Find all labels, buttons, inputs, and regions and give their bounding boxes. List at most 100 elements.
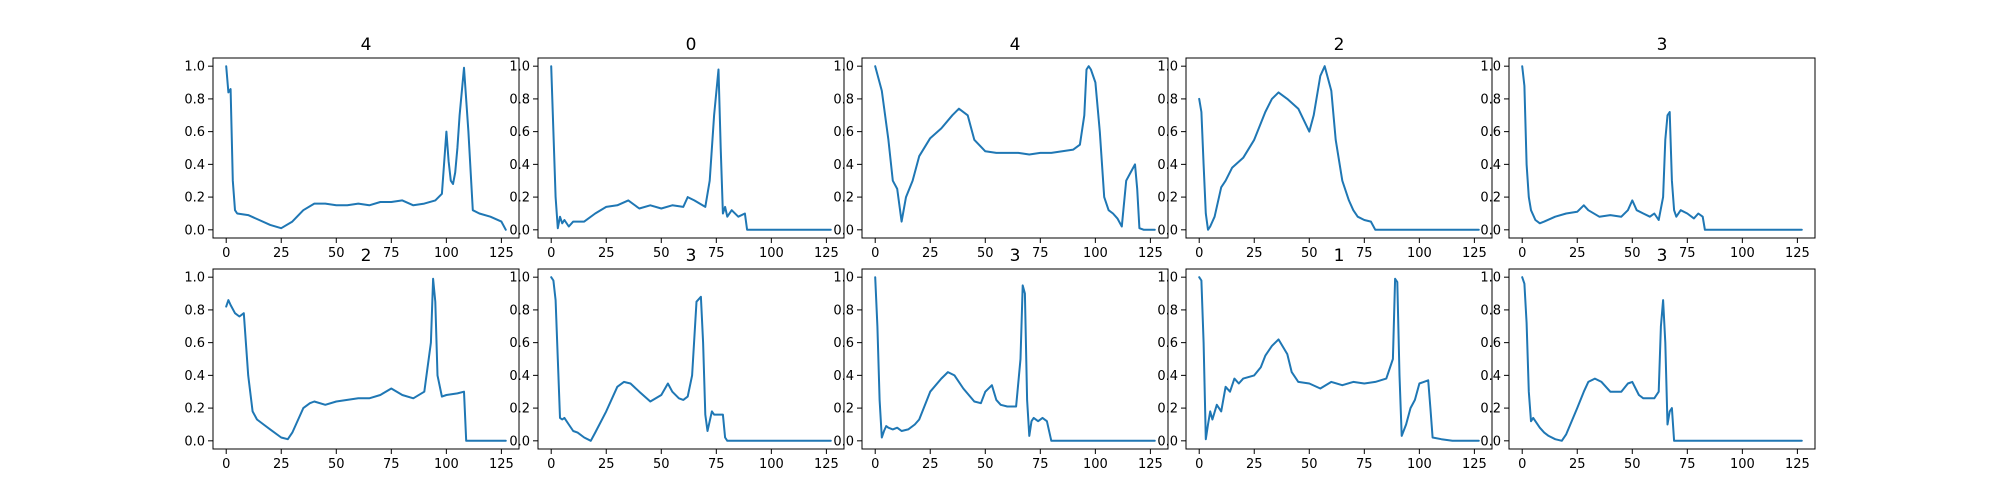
subplot-5: 2 0 25 50 75 100 125 0.0 0.2 0.4 0.6 0.8 1.0	[184, 246, 520, 472]
y-tick-label: 0.8	[833, 92, 854, 107]
y-tick-label: 0.0	[1480, 434, 1501, 449]
y-tick-label: 0.6	[833, 336, 854, 351]
series-line	[225, 65, 507, 231]
subplot-7: 3 0 25 50 75 100 125 0.0 0.2 0.4 0.6 0.8 1.0	[833, 246, 1169, 472]
y-tick-label: 0.2	[833, 191, 854, 206]
x-tick-label: 0	[547, 246, 555, 261]
x-tick-label: 125	[489, 246, 514, 261]
x-tick-label: 50	[1301, 457, 1318, 472]
series-line	[1198, 65, 1480, 231]
plot-frame	[861, 57, 1169, 239]
x-tick-label: 0	[222, 246, 230, 261]
y-tick-label: 0.8	[1480, 92, 1501, 107]
plot-frame	[1508, 57, 1816, 239]
y-tick-label: 0.2	[1157, 191, 1178, 206]
y-tick-label: 0.0	[1480, 223, 1501, 238]
subplot-title: 3	[1010, 246, 1021, 266]
x-tick-label: 125	[1138, 457, 1163, 472]
x-tick-label: 100	[1407, 457, 1432, 472]
x-tick-label: 75	[383, 246, 400, 261]
x-tick-label: 25	[1569, 246, 1586, 261]
y-tick-label: 0.8	[184, 303, 205, 318]
series-line	[225, 277, 507, 442]
y-tick-label: 0.4	[1480, 369, 1501, 384]
x-tick-label: 50	[328, 246, 345, 261]
x-tick-label: 100	[759, 246, 784, 261]
y-tick-label: 1.0	[1480, 271, 1501, 286]
x-tick-label: 50	[1624, 246, 1641, 261]
y-tick-label: 0.4	[833, 369, 854, 384]
subplot-title: 4	[361, 35, 372, 55]
y-tick-label: 0.4	[509, 158, 530, 173]
y-tick-label: 0.8	[1480, 303, 1501, 318]
subplot-0: 4 0 25 50 75 100 125 0.0 0.2 0.4 0.6 0.8 1.0	[184, 35, 520, 261]
y-tick-label: 0.0	[833, 223, 854, 238]
x-tick-label: 25	[273, 457, 290, 472]
x-tick-label: 100	[434, 246, 459, 261]
subplot-2: 4 0 25 50 75 100 125 0.0 0.2 0.4 0.6 0.8 1.0	[833, 35, 1169, 261]
subplot-8: 1 0 25 50 75 100 125 0.0 0.2 0.4 0.6 0.8 1.0	[1157, 246, 1493, 472]
x-tick-label: 0	[1195, 457, 1203, 472]
x-tick-label: 0	[547, 457, 555, 472]
subplot-title: 4	[1010, 35, 1021, 55]
subplot-3: 2 0 25 50 75 100 125 0.0 0.2 0.4 0.6 0.8 1.0	[1157, 35, 1493, 261]
plot-frame	[861, 268, 1169, 450]
y-tick-label: 0.6	[1157, 336, 1178, 351]
y-tick-label: 0.6	[184, 125, 205, 140]
x-tick-label: 100	[434, 457, 459, 472]
y-tick-label: 1.0	[1157, 271, 1178, 286]
series-line	[550, 65, 832, 231]
y-tick-label: 0.8	[509, 92, 530, 107]
y-tick-label: 0.6	[1157, 125, 1178, 140]
y-tick-label: 0.2	[184, 402, 205, 417]
y-tick-label: 0.8	[833, 303, 854, 318]
y-tick-label: 0.4	[833, 158, 854, 173]
x-tick-label: 0	[222, 457, 230, 472]
x-tick-label: 125	[1785, 457, 1810, 472]
y-tick-label: 0.4	[1157, 158, 1178, 173]
y-tick-label: 0.0	[184, 434, 205, 449]
x-tick-label: 25	[1246, 246, 1263, 261]
x-tick-label: 100	[1730, 246, 1755, 261]
x-tick-label: 50	[653, 457, 670, 472]
y-tick-label: 0.6	[184, 336, 205, 351]
y-tick-label: 1.0	[509, 60, 530, 75]
x-tick-label: 0	[1518, 457, 1526, 472]
y-tick-label: 0.8	[1157, 92, 1178, 107]
x-tick-label: 50	[1624, 457, 1641, 472]
y-tick-label: 0.2	[509, 191, 530, 206]
x-tick-label: 25	[1246, 457, 1263, 472]
x-tick-label: 0	[871, 457, 879, 472]
subplot-9: 3 0 25 50 75 100 125 0.0 0.2 0.4 0.6 0.8 1.0	[1480, 246, 1816, 472]
x-tick-label: 125	[1138, 246, 1163, 261]
x-tick-label: 100	[1083, 457, 1108, 472]
x-tick-label: 0	[1518, 246, 1526, 261]
y-tick-label: 1.0	[833, 60, 854, 75]
x-tick-label: 75	[1032, 457, 1049, 472]
y-tick-label: 0.4	[184, 158, 205, 173]
x-tick-label: 100	[1083, 246, 1108, 261]
y-tick-label: 0.0	[509, 434, 530, 449]
y-tick-label: 1.0	[184, 271, 205, 286]
series-line	[874, 276, 1156, 442]
y-tick-label: 0.6	[1480, 336, 1501, 351]
x-tick-label: 50	[328, 457, 345, 472]
subplot-1: 0 0 25 50 75 100 125 0.0 0.2 0.4 0.6 0.8 1.0	[509, 35, 845, 261]
y-tick-label: 1.0	[184, 60, 205, 75]
x-tick-label: 125	[814, 246, 839, 261]
series-line	[1521, 276, 1803, 442]
x-tick-label: 125	[814, 457, 839, 472]
x-tick-label: 125	[1785, 246, 1810, 261]
subplot-title: 3	[1657, 35, 1668, 55]
y-tick-label: 1.0	[509, 271, 530, 286]
x-tick-label: 25	[922, 246, 939, 261]
plot-frame	[537, 57, 845, 239]
subplot-title: 2	[361, 246, 372, 266]
y-tick-label: 0.8	[1157, 303, 1178, 318]
y-tick-label: 0.6	[509, 336, 530, 351]
y-tick-label: 0.0	[833, 434, 854, 449]
y-tick-label: 0.2	[184, 191, 205, 206]
x-tick-label: 50	[1301, 246, 1318, 261]
x-tick-label: 75	[383, 457, 400, 472]
